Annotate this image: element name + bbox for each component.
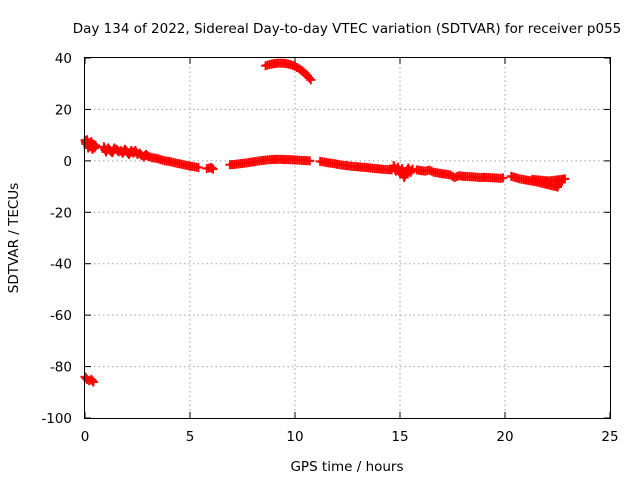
x-tick-label: 0: [81, 429, 90, 445]
axis-ticks: 0 5 10 15 20 25 40 20 0 -20 -40 -60 -80 -100: [41, 51, 618, 445]
data-points: [80, 58, 570, 387]
data-point: [498, 173, 508, 183]
y-tick-label: -60: [50, 308, 72, 324]
y-tick-label: -20: [50, 205, 72, 221]
y-tick-label: -40: [50, 257, 72, 273]
data-point: [193, 163, 203, 173]
x-tick-label: 20: [496, 429, 513, 445]
data-point: [560, 174, 570, 184]
data-point: [91, 140, 100, 150]
y-tick-label: -100: [41, 411, 72, 427]
data-point: [305, 156, 315, 166]
data-point: [304, 73, 314, 83]
y-axis-label: SDTVAR / TECUs: [6, 183, 22, 293]
data-point: [88, 377, 98, 387]
x-axis-label: GPS time / hours: [290, 459, 403, 475]
plot-frame: [84, 57, 611, 419]
data-point: [87, 376, 97, 386]
y-tick-label: 20: [55, 102, 72, 118]
x-tick-label: 10: [286, 429, 303, 445]
data-point: [427, 166, 436, 176]
y-tick-label: 0: [63, 154, 72, 170]
data-point: [208, 164, 218, 174]
data-point: [306, 75, 316, 85]
grid-lines: [85, 58, 610, 418]
x-tick-label: 25: [601, 429, 618, 445]
y-tick-label: -80: [50, 360, 72, 376]
chart-title: Day 134 of 2022, Sidereal Day-to-day VTE…: [73, 21, 622, 37]
y-tick-label: 40: [55, 51, 72, 67]
x-tick-label: 15: [391, 429, 408, 445]
x-tick-label: 5: [186, 429, 195, 445]
